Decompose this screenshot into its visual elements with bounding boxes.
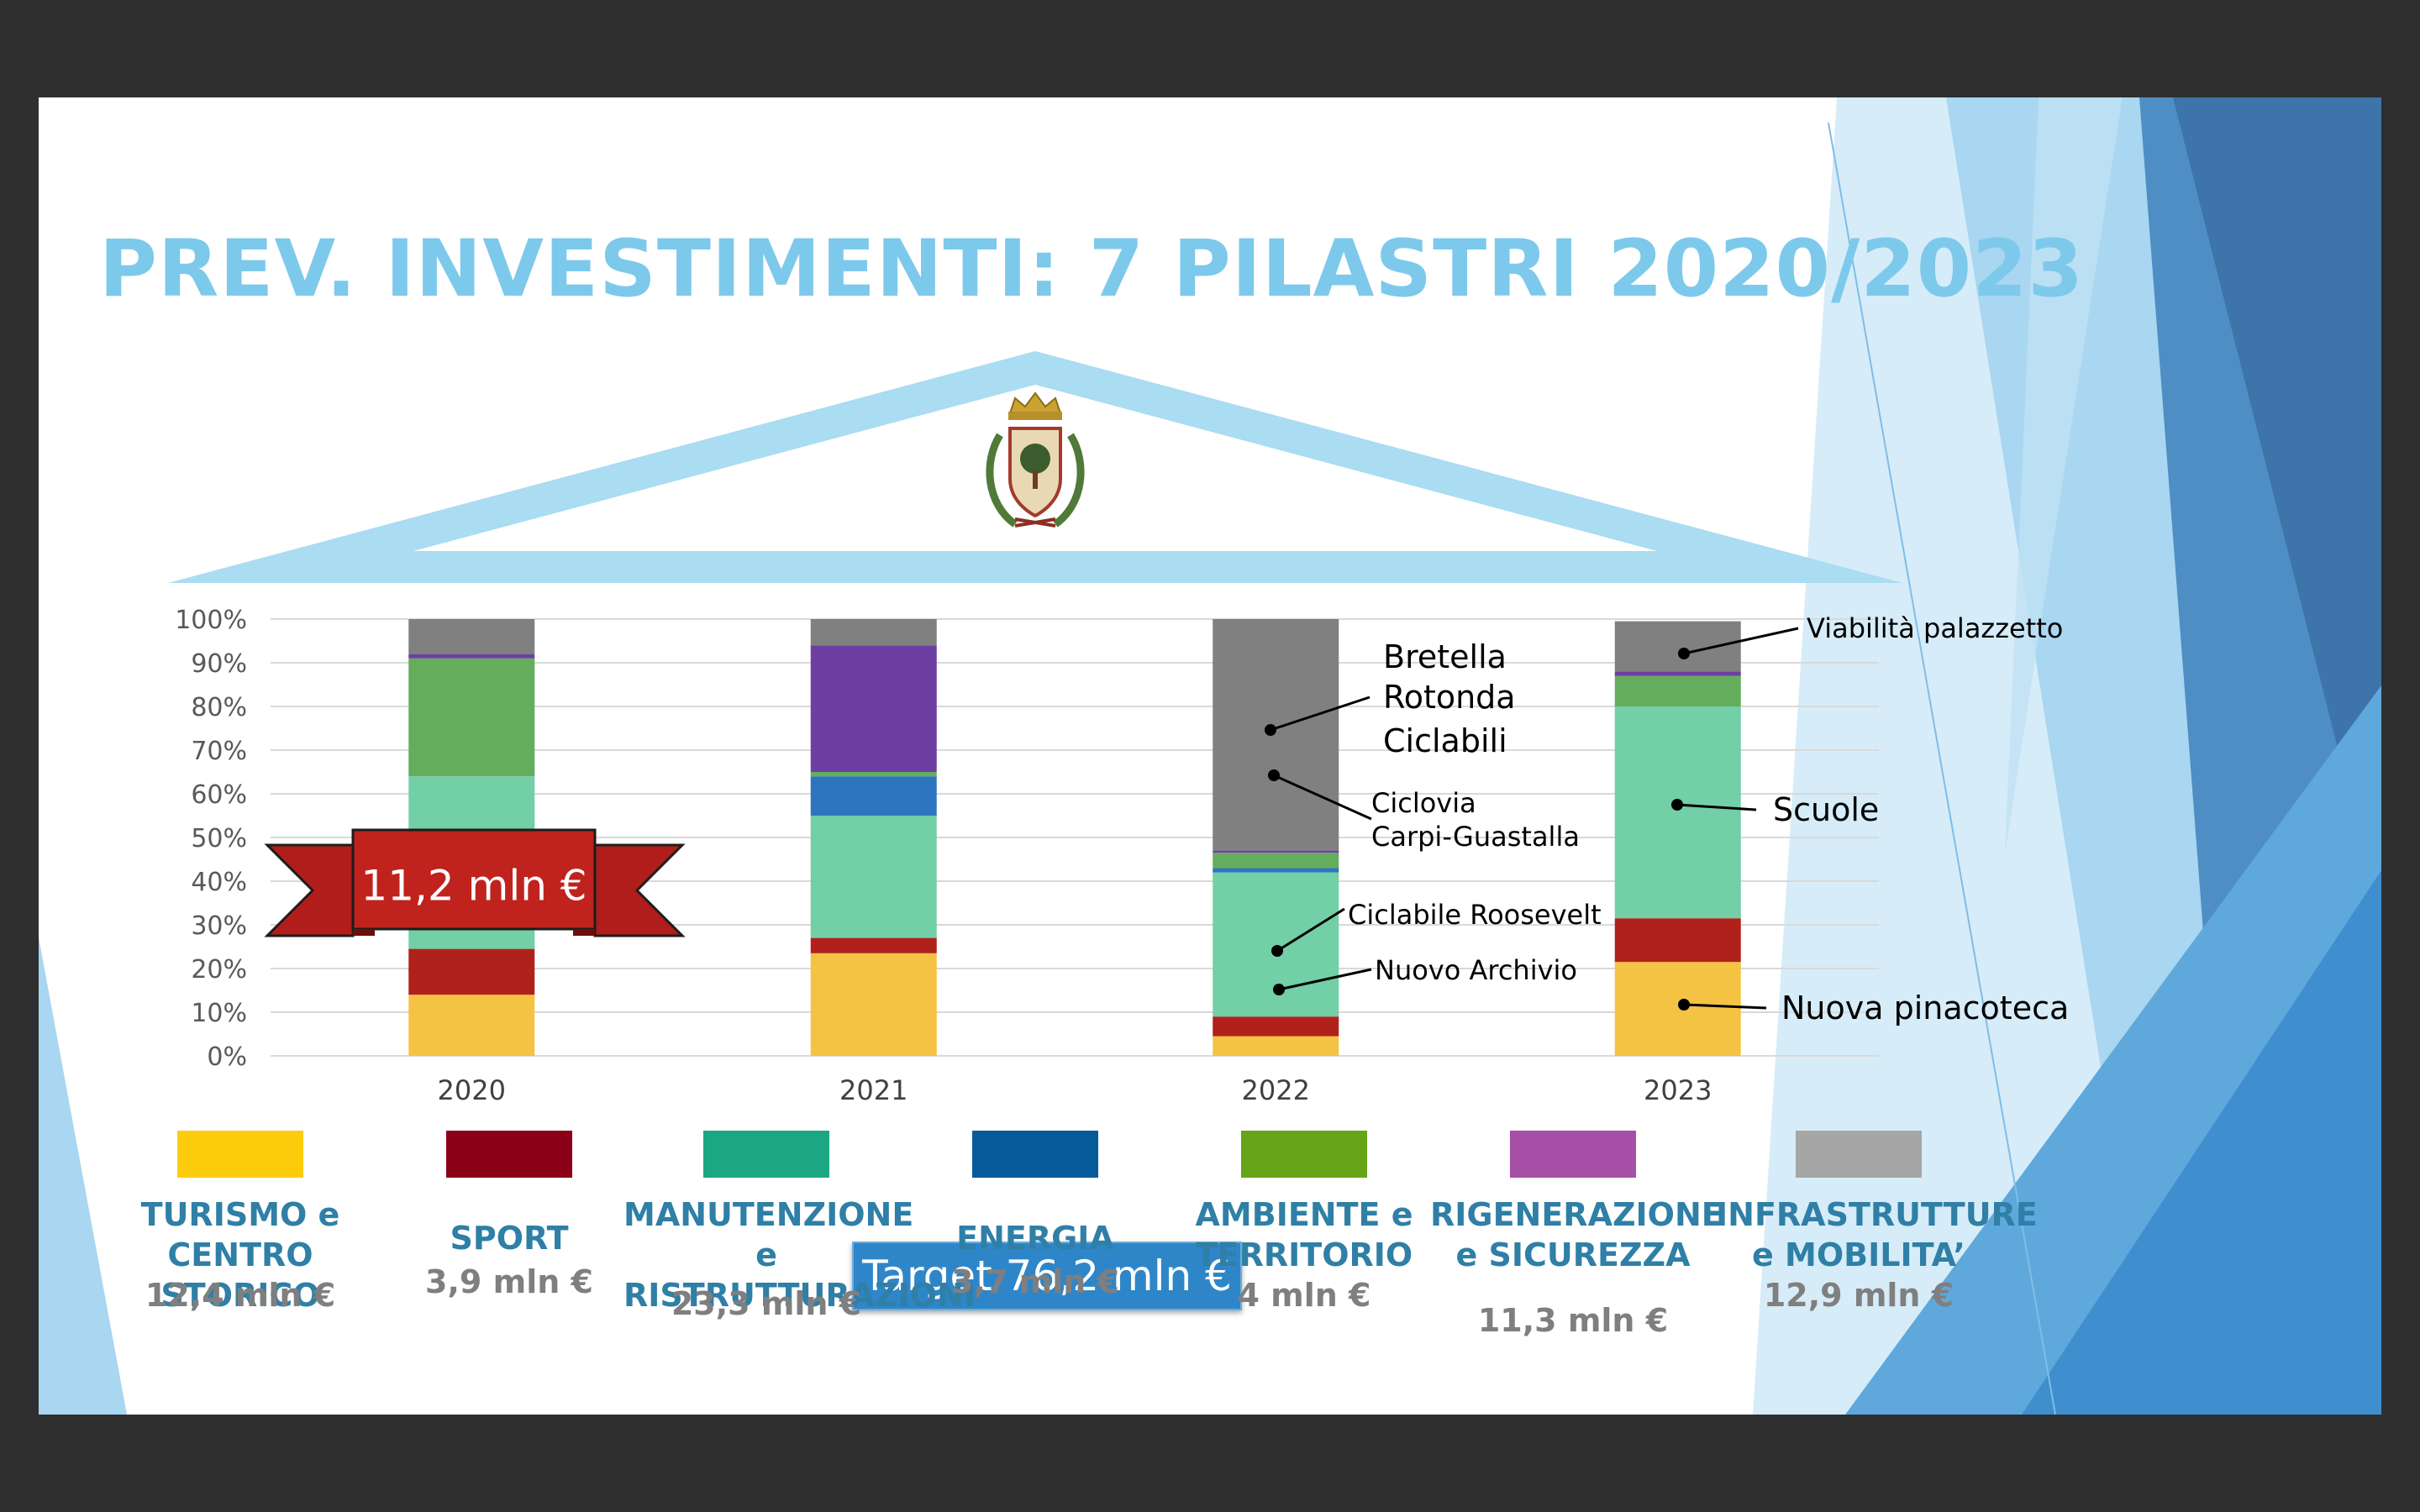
legend-label: SPORT xyxy=(450,1220,569,1257)
bar-segment xyxy=(810,953,937,1056)
annotation-dot xyxy=(1273,984,1285,995)
annotation-dot xyxy=(1268,769,1280,781)
legend-label: MANUTENZIONE e RISTRUTTURAZIONI xyxy=(623,1196,976,1314)
bar-segment xyxy=(1213,1036,1339,1056)
bar-segment xyxy=(408,654,535,659)
bar-segment xyxy=(408,995,535,1056)
x-tick-label: 2023 xyxy=(1644,1074,1712,1106)
coat-of-arms-emblem xyxy=(986,391,1085,528)
bar-segment xyxy=(810,776,937,816)
annotation-leader xyxy=(1273,774,1372,821)
y-tick-label: 80% xyxy=(191,693,247,722)
y-tick-label: 10% xyxy=(191,999,247,1028)
bar-segment xyxy=(1213,619,1339,851)
annotation-ciclabili: Ciclabili xyxy=(1383,722,1507,759)
legend-swatch xyxy=(1510,1131,1636,1178)
annotation-carpi-guastalla: Carpi-Guastalla xyxy=(1371,821,1580,853)
bar-segment xyxy=(408,619,535,654)
x-tick-label: 2022 xyxy=(1242,1074,1310,1106)
bar-segment xyxy=(810,772,937,777)
x-tick-label: 2020 xyxy=(438,1074,506,1106)
page-title: PREV. INVESTIMENTI: 7 PILASTRI 2020/2023 xyxy=(99,223,2084,315)
bar-segment xyxy=(1213,872,1339,1017)
annotation-leader xyxy=(1683,1003,1767,1010)
legend-swatch xyxy=(703,1131,829,1178)
badge-label: 11,2 mln € xyxy=(360,862,587,911)
legend-label: AMBIENTE e TERRITORIO xyxy=(1195,1196,1413,1273)
legend-amount: 11,3 mln € xyxy=(1477,1302,1669,1339)
bar-segment xyxy=(1213,1016,1339,1037)
legend-amount: 3,9 mln € xyxy=(425,1263,593,1300)
background-decoration xyxy=(39,97,2381,1415)
bar-segment xyxy=(810,816,937,938)
legend-swatch xyxy=(1796,1131,1922,1178)
legend-swatch xyxy=(177,1131,303,1178)
badge-ribbon: 11,2 mln € xyxy=(264,828,686,937)
y-tick-label: 40% xyxy=(191,868,247,897)
y-tick-label: 90% xyxy=(191,649,247,679)
y-tick-label: 20% xyxy=(191,955,247,984)
annotation-nuovo-archivio: Nuovo Archivio xyxy=(1375,954,1577,986)
annotation-dot xyxy=(1678,999,1690,1011)
legend-label: RIGENERAZIONE e SICUREZZA xyxy=(1430,1196,1723,1273)
legend-swatch xyxy=(972,1131,1098,1178)
x-tick-label: 2021 xyxy=(839,1074,908,1106)
legend-amount: 3,7 mln € xyxy=(951,1263,1119,1300)
y-tick-label: 60% xyxy=(191,780,247,810)
y-tick-label: 50% xyxy=(191,824,247,853)
legend-label: TURISMO e CENTRO STORICO xyxy=(140,1196,340,1314)
bar-segment xyxy=(1614,706,1741,919)
annotation-leader xyxy=(1683,627,1799,655)
annotation-dot xyxy=(1265,724,1276,736)
bar-segment xyxy=(1614,918,1741,963)
legend-amount: 12,9 mln € xyxy=(1763,1277,1954,1314)
annotation-leader xyxy=(1270,696,1370,732)
bar-segment xyxy=(1614,675,1741,706)
annotation-leader xyxy=(1676,803,1757,811)
bar-segment xyxy=(1213,853,1339,869)
legend-swatch xyxy=(1241,1131,1367,1178)
legend-swatch xyxy=(446,1131,572,1178)
legend-label: ENERGIA xyxy=(956,1220,1114,1257)
y-tick-label: 100% xyxy=(175,606,247,635)
slide: PREV. INVESTIMENTI: 7 PILASTRI 2020/2023 xyxy=(39,97,2381,1415)
y-tick-label: 70% xyxy=(191,737,247,766)
legend-amount: 12,4 mln € xyxy=(145,1277,336,1314)
bar-segment xyxy=(1614,671,1741,676)
annotation-leader xyxy=(1276,907,1345,953)
annotation-bretella: Bretella xyxy=(1383,638,1507,675)
legend-amount: 23,3 mln € xyxy=(671,1285,862,1322)
annotation-nuova-pinacoteca: Nuova pinacoteca xyxy=(1781,990,2070,1026)
legend-label: INFRASTRUTTURE e MOBILITA’ xyxy=(1716,1196,2038,1273)
bar-segment xyxy=(408,658,535,777)
annotation-ciclabile-roosevelt: Ciclabile Roosevelt xyxy=(1348,899,1602,931)
y-tick-label: 0% xyxy=(207,1042,247,1072)
annotation-viabilita-palazzetto: Viabilità palazzetto xyxy=(1807,612,2064,644)
y-tick-label: 30% xyxy=(191,911,247,941)
target-button[interactable]: Target 76,2 mln € xyxy=(852,1242,1242,1310)
bar-segment xyxy=(1213,868,1339,873)
annotation-ciclovia: Ciclovia xyxy=(1371,787,1476,819)
bar-segment xyxy=(810,645,937,772)
annotation-leader xyxy=(1278,968,1372,991)
bar-segment xyxy=(1614,962,1741,1056)
bar-segment xyxy=(810,619,937,646)
annotation-dot xyxy=(1671,799,1683,811)
annotation-scuole: Scuole xyxy=(1773,791,1880,828)
annotation-dot xyxy=(1271,945,1283,957)
bar-segment xyxy=(1213,850,1339,853)
annotation-rotonda: Rotonda xyxy=(1383,679,1516,716)
legend-amount: 4 mln € xyxy=(1237,1277,1371,1314)
annotation-dot xyxy=(1678,648,1690,659)
bar-segment xyxy=(810,937,937,953)
bar-segment xyxy=(408,948,535,995)
